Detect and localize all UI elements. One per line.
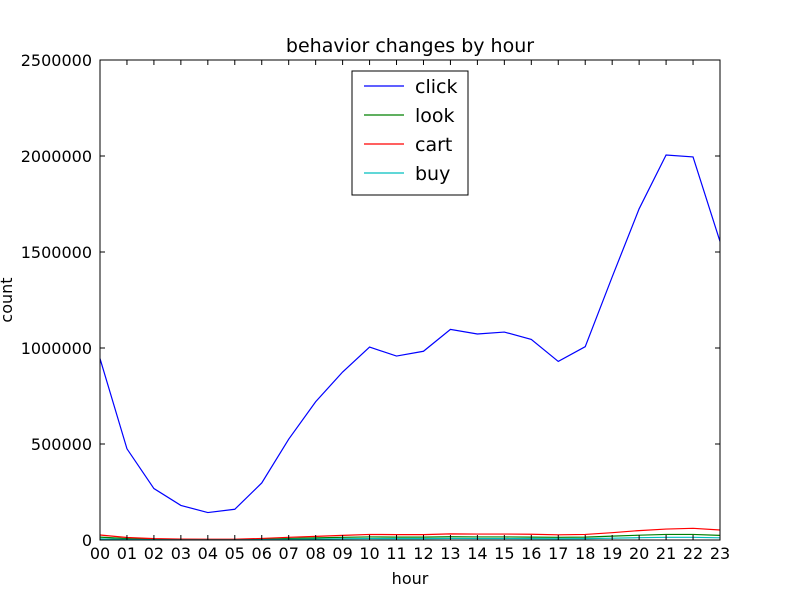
- x-tick-label: 12: [413, 544, 433, 563]
- y-axis-label: count: [0, 277, 16, 322]
- x-tick-label: 20: [629, 544, 649, 563]
- x-tick-label: 17: [548, 544, 568, 563]
- x-tick-label: 01: [117, 544, 137, 563]
- x-tick-label: 21: [656, 544, 676, 563]
- x-tick-label: 16: [521, 544, 541, 563]
- x-tick-label: 05: [225, 544, 245, 563]
- legend: click look cart buy: [351, 70, 469, 196]
- legend-label-click: click: [415, 76, 457, 98]
- x-tick-label: 08: [305, 544, 325, 563]
- x-tick-label: 11: [386, 544, 406, 563]
- legend-label-cart: cart: [415, 134, 452, 156]
- x-tick-label: 06: [252, 544, 272, 563]
- x-tick-label: 07: [279, 544, 299, 563]
- x-tick-label: 03: [171, 544, 191, 563]
- legend-box: [351, 70, 469, 196]
- x-tick-label: 09: [332, 544, 352, 563]
- y-tick-label: 500000: [31, 435, 92, 454]
- legend-label-look: look: [415, 105, 455, 127]
- x-tick-label: 22: [683, 544, 703, 563]
- x-tick-label: 15: [494, 544, 514, 563]
- x-tick-label: 02: [144, 544, 164, 563]
- chart-title: behavior changes by hour: [286, 35, 534, 57]
- y-tick-label: 0: [82, 531, 92, 550]
- x-tick-label: 04: [198, 544, 218, 563]
- y-tick-label: 1500000: [21, 243, 92, 262]
- y-tick-label: 2000000: [21, 147, 92, 166]
- x-tick-label: 13: [440, 544, 460, 563]
- x-axis-label: hour: [392, 569, 429, 588]
- plot-frame: [99, 59, 721, 541]
- x-tick-label: 10: [359, 544, 379, 563]
- y-tick-label: 2500000: [21, 51, 92, 70]
- x-tick-label: 23: [710, 544, 730, 563]
- x-axis: 00 01 02 03 04 05 06 07 08 09 10 11 12 13 14 15 16 17 18 19…: [90, 60, 730, 563]
- x-tick-label: 00: [90, 544, 110, 563]
- y-axis: 0 500000 1000000 1500000 2000000 2500000: [21, 51, 720, 550]
- x-tick-label: 14: [467, 544, 487, 563]
- x-tick-label: 18: [575, 544, 595, 563]
- series-line-cart: [99, 527, 721, 540]
- x-tick-label: 19: [602, 544, 622, 563]
- series-line-click: [99, 154, 721, 514]
- y-tick-label: 1000000: [21, 339, 92, 358]
- legend-label-buy: buy: [415, 163, 450, 185]
